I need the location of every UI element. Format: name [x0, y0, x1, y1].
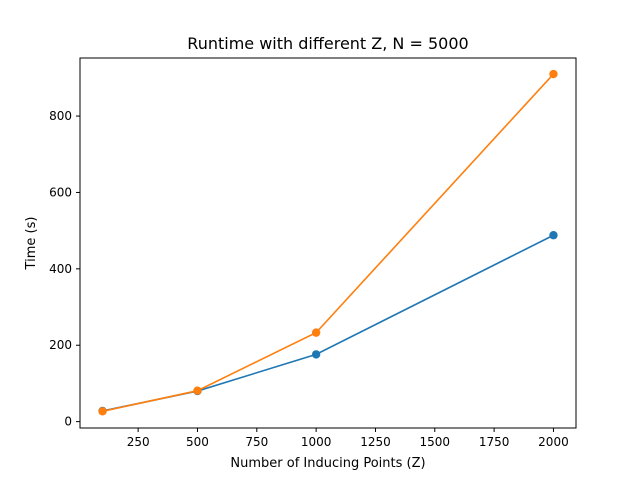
y-tick-label: 800 — [49, 109, 72, 123]
series-2-point — [193, 386, 202, 395]
chart-title: Runtime with different Z, N = 5000 — [187, 34, 468, 53]
y-tick-label: 0 — [64, 415, 72, 429]
x-tick-label: 1000 — [301, 435, 332, 449]
series-1-point — [311, 350, 321, 359]
ticks-layer: 250 500 750 1000 1250 1500 1750 2000 0 200 400 600 8… — [49, 109, 569, 449]
y-tick-label: 200 — [49, 338, 72, 352]
x-tick-label: 1750 — [479, 435, 510, 449]
series-2-line — [102, 73, 555, 413]
x-tick-label: 1500 — [420, 435, 451, 449]
series-1-point — [549, 231, 558, 240]
series-1 — [98, 231, 558, 416]
x-tick-label: 2000 — [538, 435, 569, 449]
y-tick-label: 400 — [49, 262, 72, 276]
x-tick-label: 500 — [186, 435, 209, 449]
series-layer — [98, 69, 558, 416]
x-tick-label: 250 — [127, 435, 150, 449]
series-2-point — [311, 328, 321, 337]
series-1-line — [102, 234, 554, 412]
x-axis-label: Number of Inducing Points (Z) — [230, 456, 425, 471]
x-tick-label: 750 — [245, 435, 268, 449]
y-tick-label: 600 — [49, 185, 72, 199]
series-2-point — [98, 407, 107, 416]
plot-frame — [79, 57, 577, 429]
y-axis-label: Time (s) — [24, 217, 39, 271]
series-2-point — [549, 69, 558, 79]
x-tick-label: 1250 — [360, 435, 391, 449]
series-2 — [98, 69, 558, 416]
